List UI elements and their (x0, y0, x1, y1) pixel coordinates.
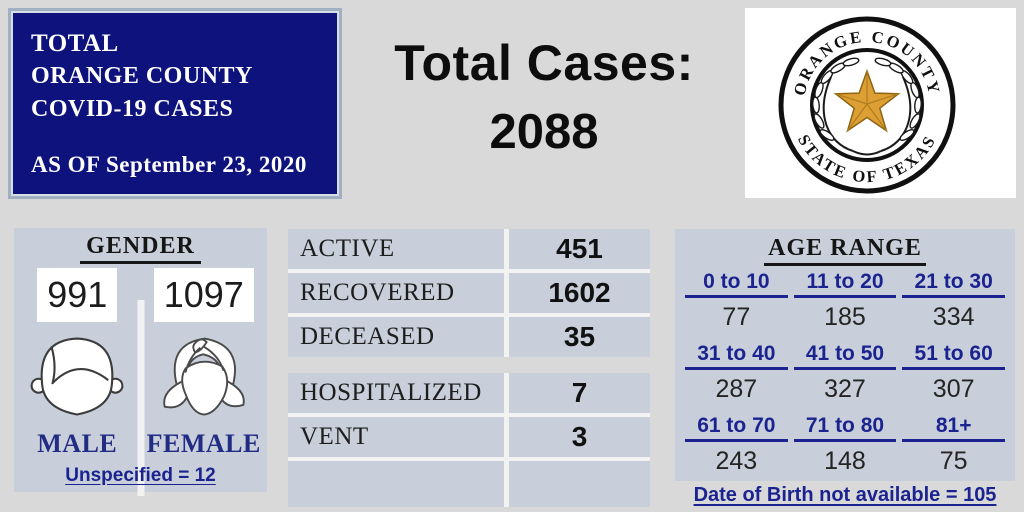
age-range-grid: 0 to 10 77 11 to 20 185 21 to 30 334 31 … (675, 266, 1015, 486)
vent-label: VENT (288, 417, 504, 457)
county-seal: ORANGE COUNTY STATE OF TEXAS (745, 8, 1016, 198)
age-group-label: 0 to 10 (685, 270, 788, 298)
gender-male-column: 991 MALE (14, 268, 141, 459)
age-group-label: 71 to 80 (793, 414, 897, 442)
age-group: 11 to 20 185 (793, 270, 897, 342)
deceased-value: 35 (509, 317, 650, 357)
empty-cell (509, 461, 650, 507)
age-group-label: 81+ (902, 414, 1005, 442)
county-seal-icon: ORANGE COUNTY STATE OF TEXAS (778, 16, 956, 194)
age-group-label: 11 to 20 (793, 270, 897, 298)
table-row: VENT 3 (288, 417, 650, 457)
male-label: MALE (37, 429, 118, 458)
age-group-value: 287 (715, 375, 758, 403)
gender-title: GENDER (80, 233, 201, 264)
gender-divider (137, 300, 144, 496)
age-group: 81+ 75 (902, 414, 1005, 486)
gender-female-column: 1097 FEMALE (141, 268, 268, 459)
info-box-as-of-date: AS OF September 23, 2020 (31, 152, 307, 177)
total-cases-label: Total Cases: (394, 35, 694, 91)
age-group-value: 185 (824, 303, 866, 331)
info-box-line-county: ORANGE COUNTY (31, 63, 253, 89)
table-row: DECEASED 35 (288, 317, 650, 357)
dob-not-available-note: Date of Birth not available = 105 (693, 484, 997, 506)
age-range-panel: AGE RANGE 0 to 10 77 11 to 20 185 21 to … (675, 229, 1015, 481)
deceased-label: DECEASED (288, 317, 504, 357)
age-group-label: 51 to 60 (902, 342, 1005, 370)
age-group-label: 21 to 30 (902, 270, 1005, 298)
empty-cell (288, 461, 504, 507)
recovered-value: 1602 (509, 273, 650, 313)
gender-panel: GENDER 991 MALE 1097 (14, 228, 268, 496)
female-icon (163, 337, 245, 416)
male-icon (30, 337, 124, 416)
female-label: FEMALE (146, 429, 261, 458)
age-group: 0 to 10 77 (685, 270, 788, 342)
hospitalized-label: HOSPITALIZED (288, 373, 504, 413)
active-label: ACTIVE (288, 229, 504, 269)
info-box-line-cases: COVID-19 CASES (31, 96, 234, 122)
age-group-label: 31 to 40 (685, 342, 788, 370)
hospital-status-table: HOSPITALIZED 7 VENT 3 (288, 373, 650, 507)
table-row-empty (288, 461, 650, 507)
age-group-label: 41 to 50 (793, 342, 897, 370)
active-value: 451 (509, 229, 650, 269)
age-group-value: 327 (824, 375, 866, 403)
age-group-value: 243 (715, 447, 758, 475)
age-group-label: 61 to 70 (685, 414, 788, 442)
table-row: HOSPITALIZED 7 (288, 373, 650, 413)
gender-unspecified-note: Unspecified = 12 (65, 465, 216, 486)
age-range-title: AGE RANGE (764, 235, 926, 266)
wreath-icon (812, 57, 922, 156)
age-group-value: 75 (939, 447, 968, 475)
report-info-box: TOTAL ORANGE COUNTY COVID-19 CASES AS OF… (8, 8, 342, 199)
age-group-value: 334 (932, 303, 975, 331)
star-icon (833, 68, 901, 133)
table-row: RECOVERED 1602 (288, 273, 650, 313)
recovered-label: RECOVERED (288, 273, 504, 313)
case-status-table: ACTIVE 451 RECOVERED 1602 DECEASED 35 (288, 229, 650, 357)
total-cases-block: Total Cases: 2088 (343, 34, 745, 160)
age-group: 71 to 80 148 (793, 414, 897, 486)
info-box-line-total: TOTAL (31, 30, 119, 57)
age-group: 21 to 30 334 (902, 270, 1005, 342)
age-group: 31 to 40 287 (685, 342, 788, 414)
total-cases-value: 2088 (489, 105, 599, 159)
age-group: 41 to 50 327 (793, 342, 897, 414)
vent-value: 3 (509, 417, 650, 457)
gender-columns: 991 MALE 1097 (14, 268, 268, 496)
table-row: ACTIVE 451 (288, 229, 650, 269)
female-count: 1097 (153, 268, 254, 322)
age-group: 51 to 60 307 (902, 342, 1005, 414)
age-group-value: 307 (932, 375, 975, 403)
age-group-value: 148 (824, 447, 866, 475)
male-count: 991 (37, 268, 118, 322)
age-group-value: 77 (722, 303, 751, 331)
age-group: 61 to 70 243 (685, 414, 788, 486)
hospitalized-value: 7 (509, 373, 650, 413)
